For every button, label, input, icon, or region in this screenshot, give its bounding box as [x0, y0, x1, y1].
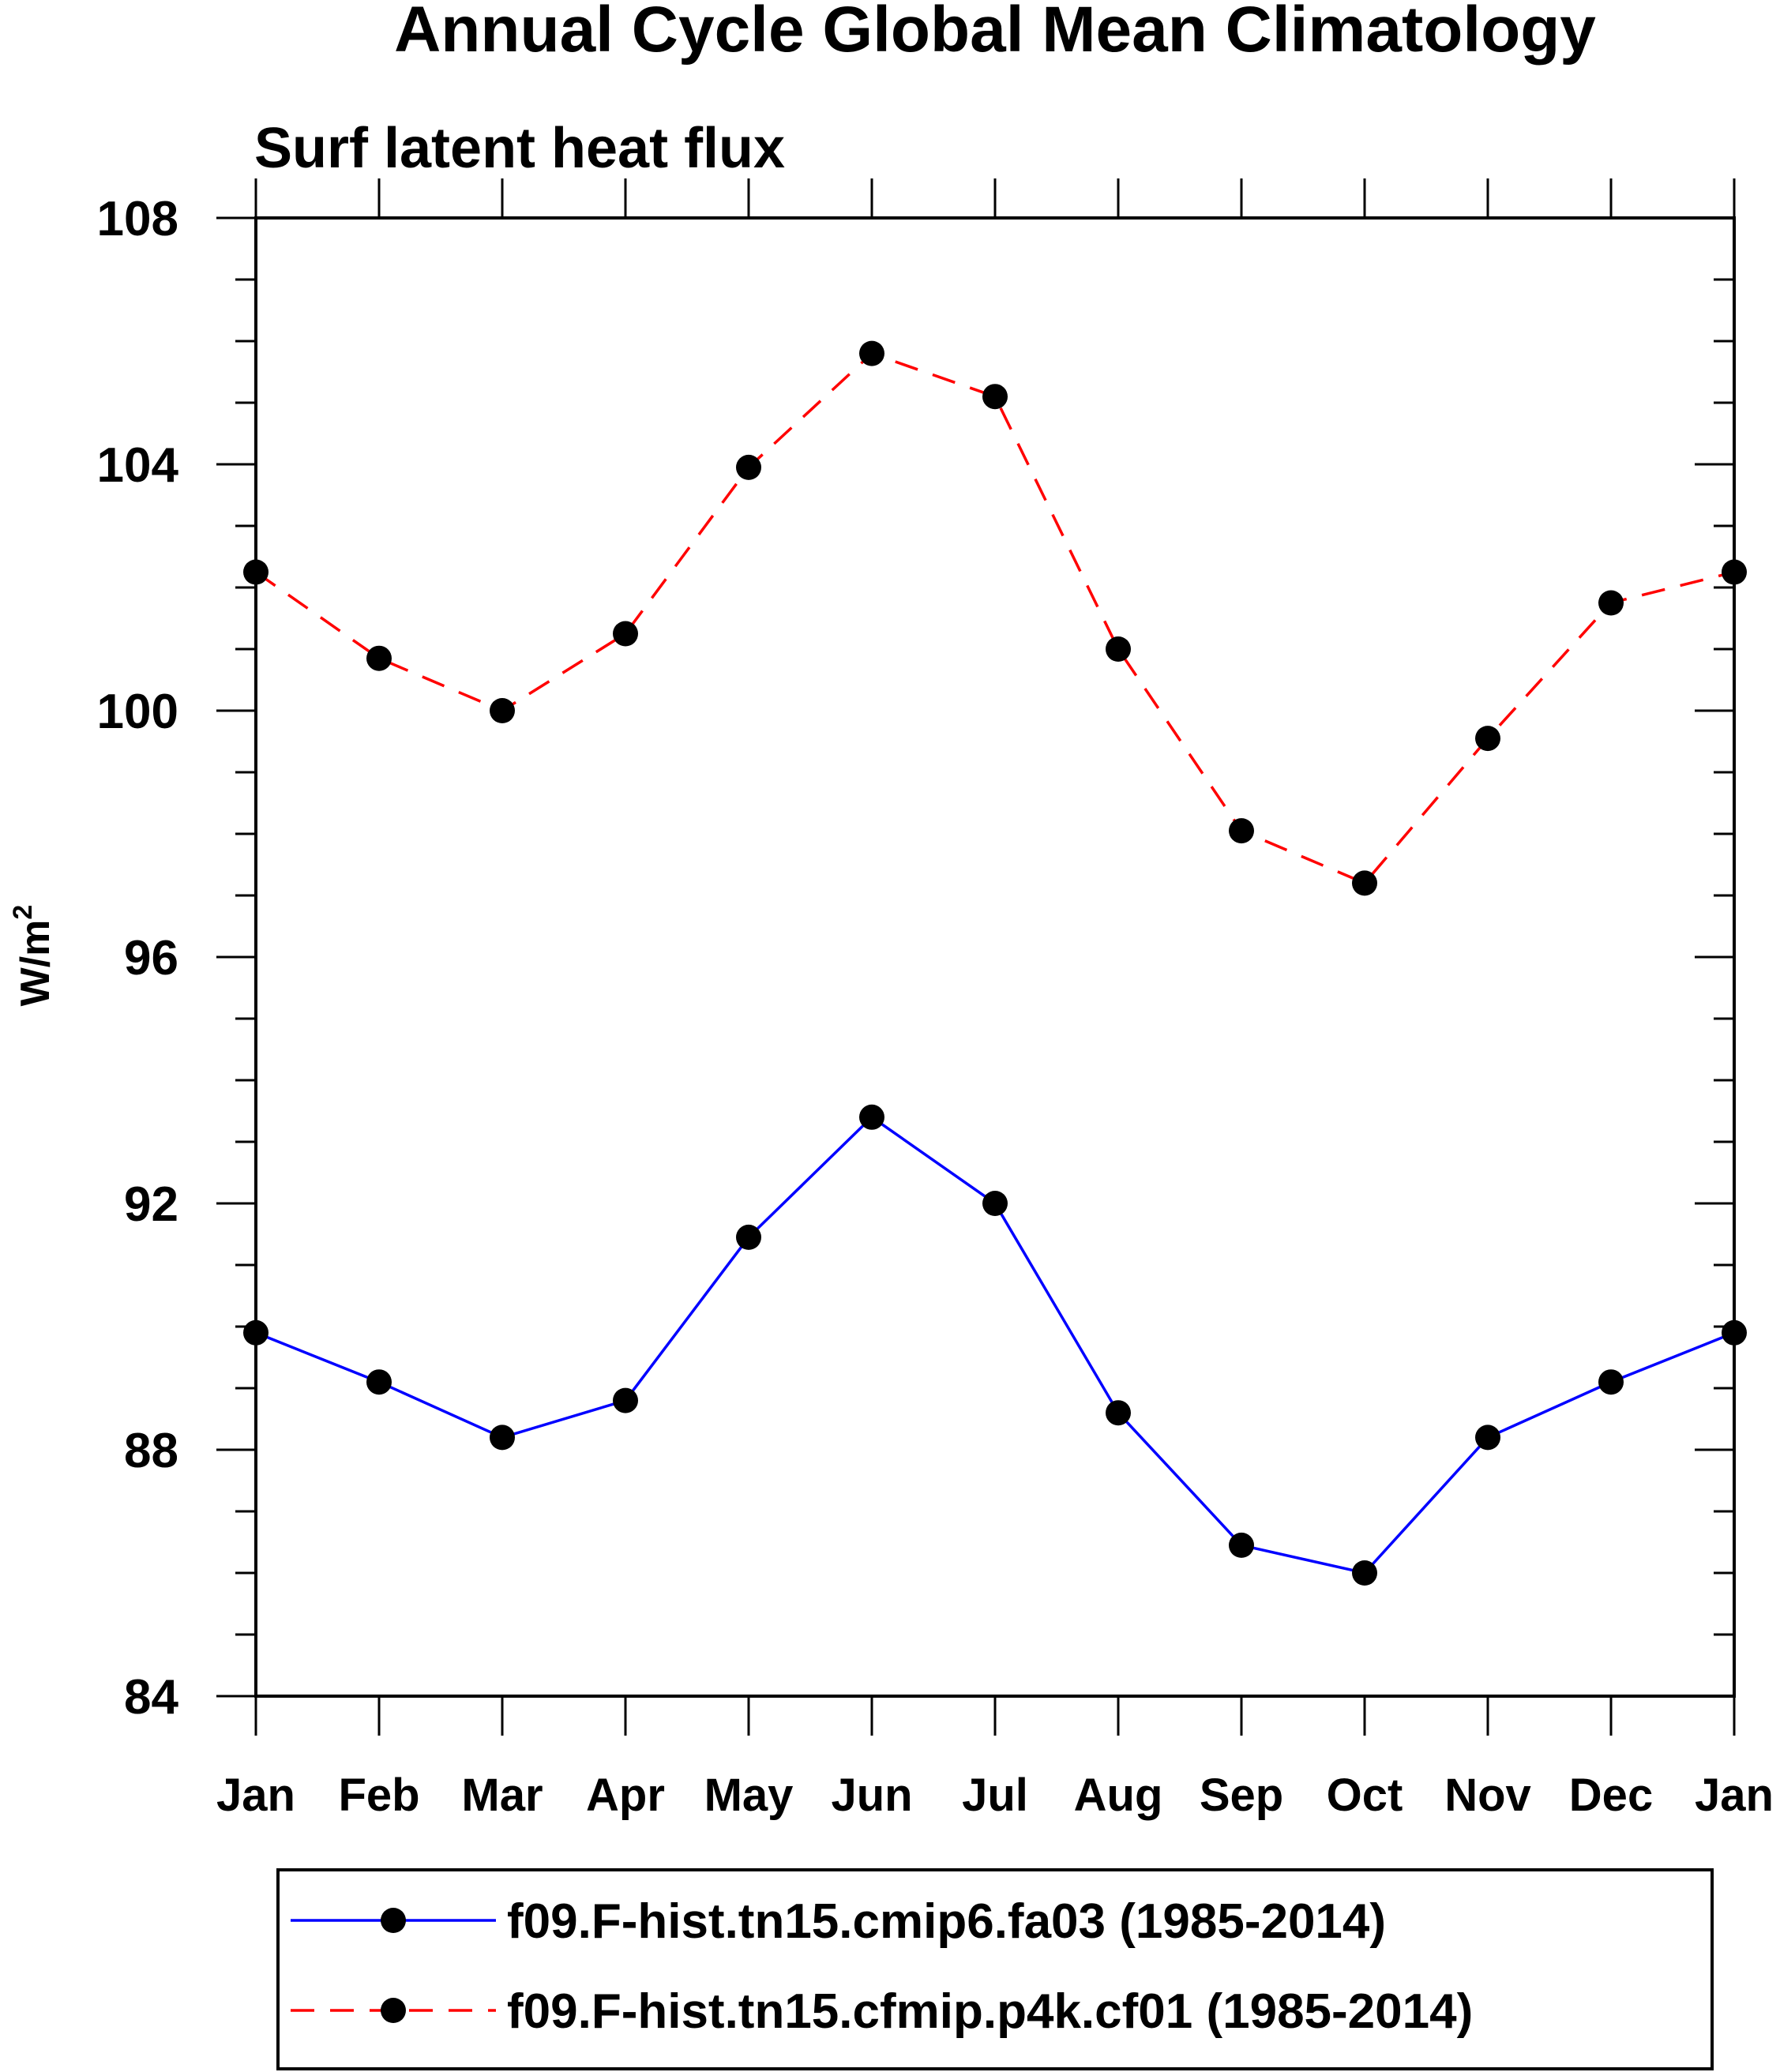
- chart-subtitle: Surf latent heat flux: [254, 117, 785, 180]
- chart-title: Annual Cycle Global Mean Climatology: [394, 0, 1596, 66]
- series-2-point: [1106, 636, 1131, 662]
- series-1-point: [1598, 1369, 1624, 1395]
- axis-ticks: [216, 178, 1736, 1736]
- legend-label-1: f09.F-hist.tn15.cmip6.fa03 (1985-2014): [507, 1894, 1386, 1949]
- y-tick-label: 96: [124, 931, 178, 985]
- y-tick-label: 88: [124, 1424, 178, 1478]
- y-tick-label: 92: [124, 1177, 178, 1232]
- x-tick-label: Apr: [586, 1770, 665, 1821]
- series-1-point: [1106, 1400, 1131, 1426]
- series-line-2: [254, 351, 1735, 885]
- x-tick-label: Sep: [1200, 1770, 1283, 1821]
- series-1-point: [1475, 1424, 1500, 1451]
- series-2-point: [1598, 590, 1624, 616]
- series-2-point: [490, 698, 515, 723]
- x-tick-label: May: [704, 1770, 794, 1821]
- y-tick-label: 84: [124, 1670, 178, 1725]
- series-1-point: [366, 1369, 392, 1395]
- series-1-point: [1229, 1532, 1254, 1558]
- x-tick-label: Jul: [962, 1770, 1028, 1821]
- series-2-point: [859, 340, 884, 366]
- x-tick-label: Mar: [461, 1770, 543, 1821]
- series-1-point: [736, 1224, 761, 1250]
- y-tick-label: 100: [97, 685, 178, 739]
- y-axis-label-unit: W/m: [13, 920, 58, 1007]
- series-2-point: [366, 645, 392, 671]
- series-1-point: [859, 1104, 884, 1130]
- series-2-point: [1352, 870, 1377, 896]
- series-2-point: [1475, 726, 1500, 752]
- series-2: [243, 340, 1747, 896]
- y-axis-label: W/m2: [8, 905, 58, 1007]
- y-tick-label: 104: [97, 438, 179, 493]
- series-2-point: [736, 454, 761, 480]
- legend-item-2: f09.F-hist.tn15.cfmip.p4k.cf01 (1985-201…: [291, 1984, 1473, 2039]
- series-2-point: [613, 621, 638, 647]
- series-1: [243, 1104, 1747, 1586]
- x-tick-label: Oct: [1327, 1770, 1403, 1821]
- legend-box: [276, 1868, 1714, 2070]
- x-tick-label: Aug: [1074, 1770, 1163, 1821]
- x-tick-label: Feb: [338, 1770, 419, 1821]
- series-layer: [243, 340, 1747, 1586]
- y-tick-labels: 84 88 92 96 100 104 108: [97, 192, 179, 1725]
- legend: f09.F-hist.tn15.cmip6.fa03 (1985-2014) f0…: [276, 1868, 1714, 2070]
- series-2-point: [982, 384, 1008, 410]
- series-line-1: [255, 1115, 1735, 1575]
- series-1-point: [490, 1424, 515, 1451]
- series-1-point: [982, 1191, 1008, 1216]
- x-tick-label: Jan: [216, 1770, 295, 1821]
- series-1-point: [613, 1387, 638, 1413]
- plot-frame: [254, 216, 1736, 1698]
- y-tick-label: 108: [97, 192, 178, 246]
- legend-marker-2: [381, 1998, 406, 2023]
- svg-text:W/m2: W/m2: [8, 905, 58, 1007]
- legend-item-1: f09.F-hist.tn15.cmip6.fa03 (1985-2014): [291, 1894, 1386, 1949]
- series-1-point: [1352, 1560, 1377, 1586]
- series-2-point: [1229, 818, 1254, 844]
- x-tick-label: Jun: [831, 1770, 912, 1821]
- x-tick-labels: Jan Feb Mar Apr May Jun Jul Aug Sep Oct Nov Dec Jan: [216, 1770, 1774, 1821]
- legend-label-2: f09.F-hist.tn15.cfmip.p4k.cf01 (1985-201…: [507, 1984, 1473, 2039]
- x-tick-label: Jan: [1695, 1770, 1774, 1821]
- x-tick-label: Nov: [1444, 1770, 1531, 1821]
- x-tick-label: Dec: [1569, 1770, 1653, 1821]
- legend-marker-1: [381, 1908, 406, 1933]
- y-axis-label-superscript: 2: [8, 905, 38, 920]
